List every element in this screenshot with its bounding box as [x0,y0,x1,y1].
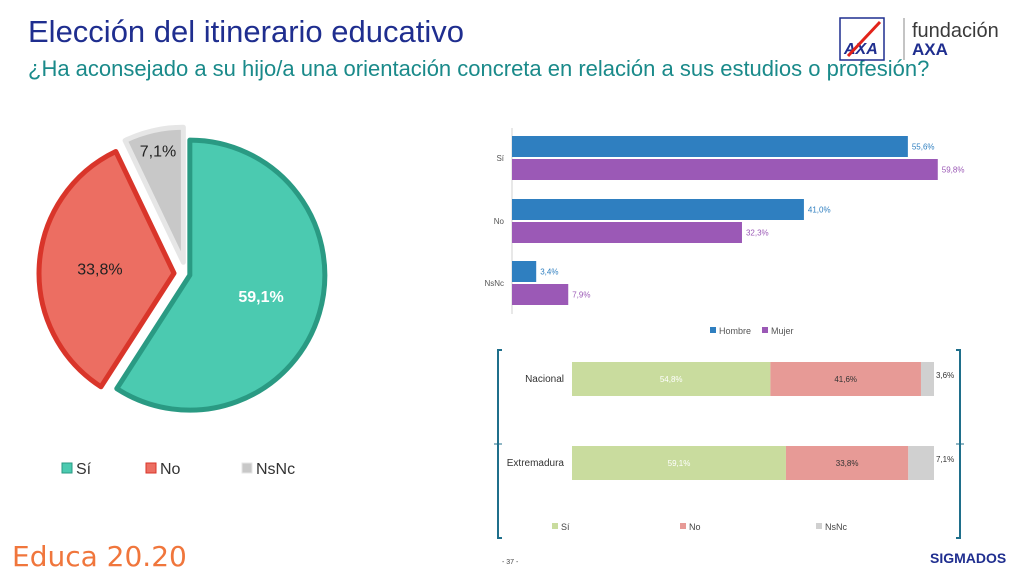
bar-legend-label-0: Hombre [719,326,751,336]
bar-value-label-2-1: 7,9% [572,291,590,300]
stack-legend-label-1: No [689,522,701,532]
pie-label-2: 7,1% [140,143,176,160]
stack-legend-label-0: Sí [561,522,570,532]
stack-category-label-0: Nacional [525,374,564,385]
pie-chart: 59,1% 33,8% 7,1% Sí No NsNc [36,124,328,478]
bar-1-0 [512,199,804,220]
stack-legend-swatch-1 [680,523,686,529]
axa-logo: AXA [839,17,905,61]
gender-bar-chart: Sí 55,6% 59,8% No 41,0% 32,3% NsNc 3,4% 7,9% Homb… [484,128,965,336]
pie-legend-swatch-1 [145,462,157,474]
page-subtitle: ¿Ha aconsejado a su hijo/a una orientaci… [28,56,930,81]
bar-2-0 [512,261,537,282]
stack-legend-label-2: NsNc [825,522,847,532]
pie-label-0: 59,1% [238,289,283,306]
pie-legend-label-2: NsNc [256,461,295,478]
stack-bar-1-0 [572,446,786,480]
stack-bar-0-0 [572,362,771,396]
bar-legend-label-1: Mujer [771,326,794,336]
stack-value-label-0-1: 41,6% [834,375,857,384]
page-title: Elección del itinerario educativo [28,14,464,49]
stack-bar-0-1 [770,362,921,396]
bar-1-1 [512,222,742,243]
pie-slice-1 [36,148,177,390]
bar-value-label-0-1: 59,8% [942,166,965,175]
bar-category-label-1: No [494,217,505,226]
stack-value-label-1-1: 33,8% [836,459,859,468]
pie-slice-2 [122,124,186,265]
bar-0-1 [512,159,938,180]
bar-category-label-2: NsNc [484,279,504,288]
bar-value-label-0-0: 55,6% [912,143,935,152]
bar-2-1 [512,284,569,305]
stack-bar-1-1 [785,446,909,480]
region-stacked-chart: Nacional 54,8% 41,6% 3,6% Extremadura 59,1% 33… [494,349,964,539]
stack-value-label-0-2: 3,6% [936,371,954,380]
pie-legend-swatch-2 [241,462,253,474]
logo-line1: fundación [912,20,999,42]
bar-value-label-1-0: 41,0% [808,206,831,215]
bar-value-label-2-0: 3,4% [540,268,558,277]
stack-legend-swatch-2 [816,523,822,529]
logo-line2: AXA [912,40,948,59]
bar-value-label-1-1: 32,3% [746,229,769,238]
pie-legend-swatch-0 [61,462,73,474]
bar-0-0 [512,136,908,157]
footer-logo-educa: Educa 20.20 [12,540,187,573]
stack-value-label-0-0: 54,8% [660,375,683,384]
pie-legend-label-1: No [160,461,181,478]
stack-category-label-1: Extremadura [507,458,565,469]
bar-category-label-0: Sí [496,154,504,163]
page-number: - 37 - [502,559,519,566]
footer-logo-sigmados: SIGMADOS [930,550,1007,566]
stack-value-label-1-0: 59,1% [668,459,691,468]
bar-legend-swatch-0 [710,327,716,333]
pie-slice-0 [114,137,328,413]
stack-value-label-1-2: 7,1% [936,455,954,464]
bar-legend-swatch-1 [762,327,768,333]
stack-bar-0-2 [920,362,934,396]
stack-bar-1-2 [908,446,934,480]
stack-legend-swatch-0 [552,523,558,529]
pie-label-1: 33,8% [77,262,122,279]
pie-legend-label-0: Sí [76,461,92,478]
